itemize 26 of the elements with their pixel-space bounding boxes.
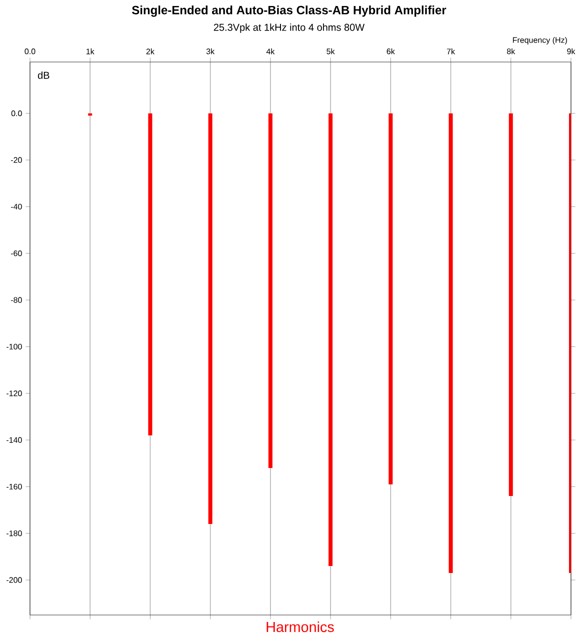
y-tick-label: -180	[6, 530, 22, 536]
y-tick-label: -120	[6, 390, 22, 396]
y-tick-label: -100	[6, 344, 22, 350]
y-tick-label: -20	[10, 157, 22, 163]
x-tick-label: 0.0	[24, 48, 36, 54]
x-tick-label: 6k	[386, 48, 395, 54]
x-tick-label: 2k	[146, 48, 154, 54]
y-tick-label: -80	[10, 297, 22, 303]
x-axis-title: Frequency (Hz)	[512, 37, 567, 44]
text: Harmonics	[266, 622, 334, 632]
x-tick-label: 7k	[446, 48, 456, 54]
y-tick-label: -60	[10, 250, 22, 256]
y-tick-label: -140	[6, 437, 22, 443]
x-tick-label: 4k	[266, 48, 275, 54]
y-tick-label: -200	[6, 577, 22, 583]
x-tick-label: 9k	[567, 48, 576, 54]
chart-title: Single-Ended and Auto-Bias Class-AB Hybrid Amplifier	[132, 6, 446, 17]
y-tick-label: -160	[6, 484, 22, 490]
chart-subtitle: 25.3Vpk at 1kHz into 4 ohms 80W	[214, 24, 365, 33]
x-tick-label: 8k	[507, 48, 516, 54]
y-tick-label: 0.0	[11, 110, 22, 116]
y-axis-title: dB	[38, 72, 50, 79]
x-tick-label: 3k	[206, 48, 215, 54]
y-tick-label: -40	[10, 204, 22, 210]
x-tick-label: 1k	[86, 48, 94, 54]
x-tick-label: 5k	[326, 48, 335, 54]
